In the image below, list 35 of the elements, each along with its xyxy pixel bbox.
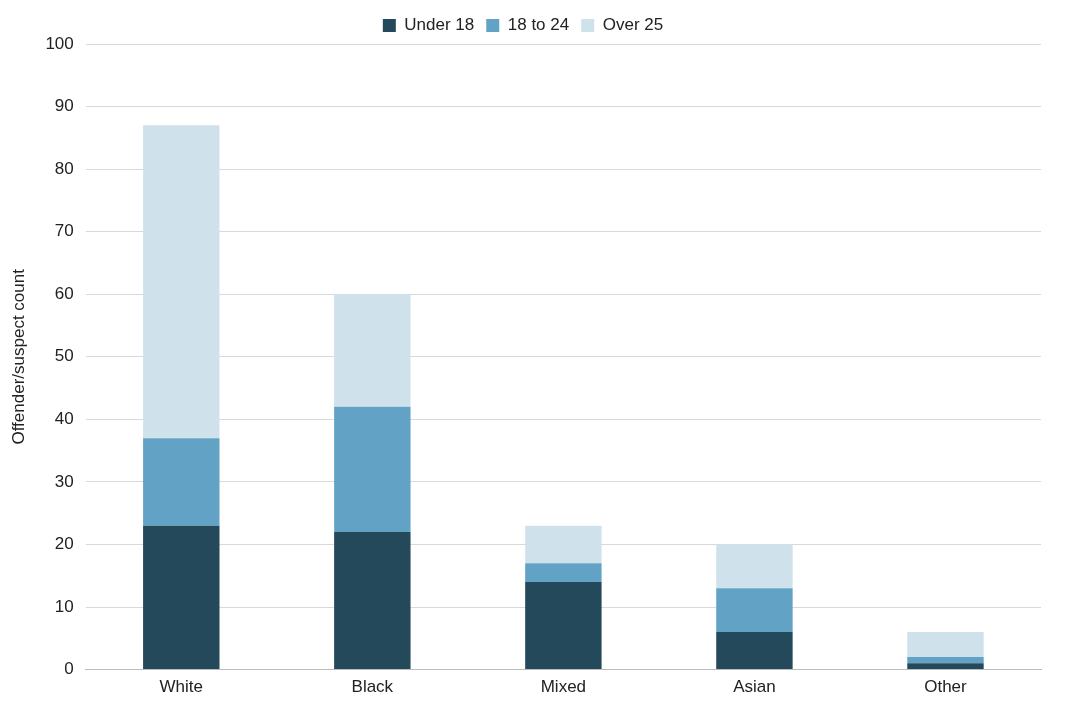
bar (525, 525, 602, 564)
legend-label: Under 18 (404, 15, 475, 35)
bar (907, 663, 984, 670)
y-tick-label: 90 (54, 96, 74, 116)
bar (334, 531, 411, 670)
x-tick-label: Mixed (540, 677, 587, 697)
y-tick-label: 10 (54, 596, 74, 616)
bar (525, 563, 602, 583)
y-tick-label: 20 (54, 534, 74, 554)
y-tick-label: 0 (64, 659, 74, 679)
x-tick-label: Black (351, 677, 394, 697)
x-tick-label: Other (924, 677, 968, 697)
bar (143, 438, 220, 526)
bar (334, 406, 411, 532)
bar (334, 294, 411, 407)
legend-label: Over 25 (602, 15, 664, 35)
legend-label: 18 to 24 (507, 15, 570, 35)
bar (907, 632, 984, 658)
bar (143, 525, 220, 670)
y-tick-label: 100 (45, 33, 74, 53)
bar (716, 544, 793, 589)
bar (525, 582, 602, 670)
x-tick-label: Asian (733, 677, 776, 697)
bar (907, 657, 984, 664)
x-tick-label: White (159, 677, 204, 697)
y-tick-label: 60 (54, 283, 74, 303)
bar (716, 632, 793, 670)
y-tick-label: 70 (54, 221, 74, 241)
y-tick-label: 50 (54, 346, 74, 366)
bar (143, 125, 220, 439)
y-axis-title: Offender/suspect count (8, 268, 28, 445)
y-tick-label: 40 (54, 409, 74, 429)
y-tick-label: 80 (54, 158, 74, 178)
bar (716, 588, 793, 633)
y-tick-label: 30 (54, 471, 74, 491)
